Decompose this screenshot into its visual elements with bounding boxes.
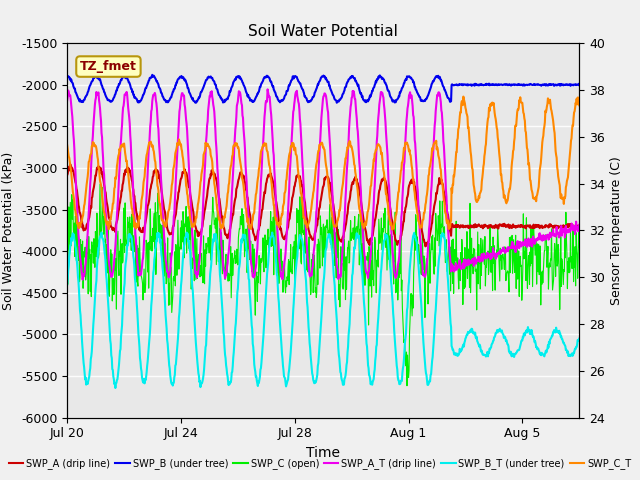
Y-axis label: Sensor Temperature (C): Sensor Temperature (C): [611, 156, 623, 305]
Text: TZ_fmet: TZ_fmet: [80, 60, 137, 73]
Title: Soil Water Potential: Soil Water Potential: [248, 24, 398, 39]
X-axis label: Time: Time: [306, 446, 340, 460]
Y-axis label: Soil Water Potential (kPa): Soil Water Potential (kPa): [3, 151, 15, 310]
Legend: SWP_A (drip line), SWP_B (under tree), SWP_C (open), SWP_A_T (drip line), SWP_B_: SWP_A (drip line), SWP_B (under tree), S…: [5, 454, 635, 473]
